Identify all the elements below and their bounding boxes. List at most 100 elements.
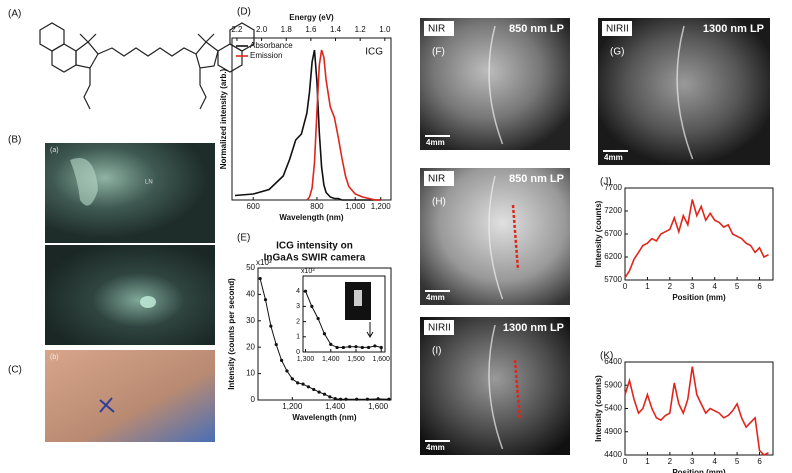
data-point xyxy=(274,342,278,347)
plot-frame xyxy=(624,187,774,281)
photo-glow xyxy=(70,158,98,206)
panel-label: (E) xyxy=(237,233,250,244)
fluorescence-image xyxy=(420,168,570,305)
x-tick-label: 0 xyxy=(623,457,628,466)
label-box xyxy=(424,171,454,186)
y-axis-label: Intensity (counts) xyxy=(594,200,603,267)
profile-line xyxy=(513,359,522,421)
x-tick-label: 3 xyxy=(690,457,695,466)
label-box xyxy=(424,21,454,36)
band-label: NIR xyxy=(428,174,445,185)
filter-label: 850 nm LP xyxy=(509,173,564,185)
series-line xyxy=(624,199,769,279)
x2-tick-label: 1.8 xyxy=(281,25,293,34)
data-point xyxy=(301,382,305,386)
x-tick-label: 2 xyxy=(668,282,673,291)
data-point xyxy=(387,397,391,401)
x-tick-label: 4 xyxy=(712,457,717,466)
y-tick-label: 5400 xyxy=(604,404,622,413)
y-tick-label: 40 xyxy=(246,290,255,299)
photo-tag: (a) xyxy=(50,147,59,154)
x-tick-label: 6 xyxy=(757,282,762,291)
fluorescence-images: NIR 850 nm LP (F) 4mm NIRII 1300 nm LP (G) 4mm N… xyxy=(420,18,770,455)
data-point xyxy=(379,345,383,350)
photo-tag: (b) xyxy=(50,354,59,361)
panel-label: (C) xyxy=(8,365,22,376)
band-label: NIRII xyxy=(606,24,629,35)
x-tick-label: 1,000 xyxy=(345,202,366,211)
panel-label: (F) xyxy=(432,47,445,58)
panel-label: (D) xyxy=(237,7,251,18)
inset-arrow xyxy=(366,322,374,338)
y-tick-label: 1 xyxy=(296,334,300,341)
data-point xyxy=(290,377,294,381)
data-point xyxy=(310,304,314,308)
y-tick-label: 6200 xyxy=(604,252,622,261)
y-tick-label: 6700 xyxy=(604,229,622,238)
series-line xyxy=(624,366,769,456)
data-point xyxy=(333,397,337,401)
scale-label: 4mm xyxy=(426,443,445,452)
panel-label: (B) xyxy=(8,135,21,146)
y-axis-label: Intensity (counts) xyxy=(594,375,603,442)
y-tick-label: 0 xyxy=(251,395,256,404)
y-tick-label: 5900 xyxy=(604,380,622,389)
data-point xyxy=(269,324,273,328)
x2-tick-label: 1.2 xyxy=(355,25,367,34)
scale-label: 4mm xyxy=(426,293,445,302)
data-point xyxy=(355,397,359,401)
x2-axis-label: Energy (eV) xyxy=(289,13,334,22)
x-tick-label: 6 xyxy=(757,457,762,466)
panel-label: (G) xyxy=(610,47,624,58)
chart-title: InGaAs SWIR camera xyxy=(264,253,366,264)
photo xyxy=(45,143,215,243)
y-tick-label: 7700 xyxy=(604,183,622,192)
photo-note: LN xyxy=(145,180,153,186)
photo-mark xyxy=(99,397,115,413)
x-tick-label: 600 xyxy=(247,202,261,211)
x-axis-label: Position (mm) xyxy=(672,468,726,473)
data-point xyxy=(354,345,358,349)
fluorescence-image xyxy=(598,18,770,165)
data-point xyxy=(328,395,332,399)
data-point xyxy=(373,344,377,348)
filter-label: 1300 nm LP xyxy=(703,23,764,35)
x-tick-label: 4 xyxy=(712,282,717,291)
filter-label: 1300 nm LP xyxy=(503,322,564,334)
panel-label: (A) xyxy=(8,9,21,20)
plot-frame xyxy=(302,275,386,353)
filter-label: 850 nm LP xyxy=(509,23,564,35)
scale-label: 4mm xyxy=(604,153,623,162)
legend-label: Emission xyxy=(250,51,282,60)
data-point xyxy=(335,345,339,350)
photo xyxy=(45,245,215,345)
y-tick-label: 20 xyxy=(246,342,255,351)
x-tick-label: 3 xyxy=(690,282,695,291)
data-point xyxy=(341,345,345,350)
data-point xyxy=(365,397,370,401)
y-tick-label: 4 xyxy=(296,288,300,295)
y-multiplier: x10³ xyxy=(256,258,272,267)
data-point xyxy=(344,397,348,401)
series-line xyxy=(306,49,381,201)
y-tick-label: 6400 xyxy=(604,357,622,366)
data-point xyxy=(279,358,284,362)
label-box xyxy=(602,21,632,36)
legend-label: Absorbance xyxy=(250,41,293,50)
x-tick-label: 1 xyxy=(645,457,650,466)
data-point xyxy=(376,397,380,401)
chart-title: ICG intensity on xyxy=(276,241,353,252)
y-tick-label: 2 xyxy=(296,318,300,325)
data-point xyxy=(285,369,289,373)
x-tick-label: 1,300 xyxy=(297,356,315,363)
photo-glow xyxy=(140,296,156,308)
x2-tick-label: 1.4 xyxy=(330,25,342,34)
x-axis-label: Wavelength (nm) xyxy=(292,413,356,422)
photo xyxy=(45,350,215,442)
data-point xyxy=(322,392,327,396)
x-tick-label: 1,600 xyxy=(372,356,390,363)
x2-tick-label: 1.6 xyxy=(305,25,317,34)
vessel xyxy=(488,175,504,300)
y-multiplier: x10³ xyxy=(301,268,315,275)
x-tick-label: 0 xyxy=(623,282,628,291)
